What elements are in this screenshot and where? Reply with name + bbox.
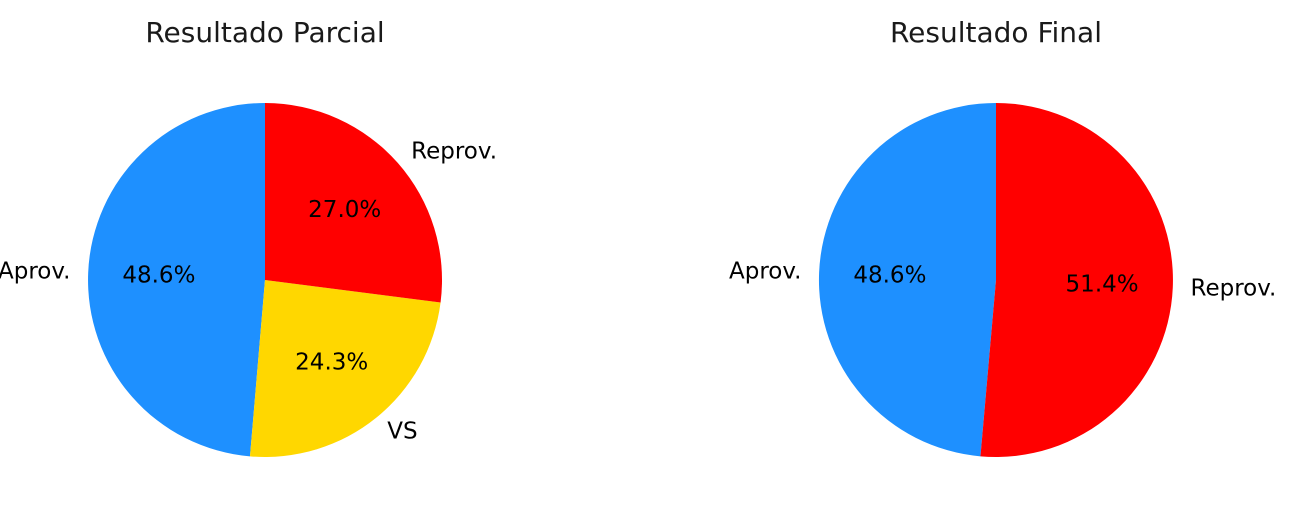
pct-label-vs: 24.3% <box>295 350 368 376</box>
pie-slice-aprov <box>818 102 996 457</box>
pie-0-slices: Aprov. 48.6% VS 24.3% Reprov. 27.0% <box>0 103 497 457</box>
slice-label-aprov: Aprov. <box>729 258 802 284</box>
pie-slice-vs <box>249 280 441 457</box>
pie-slice-reprov <box>265 103 443 303</box>
pie-slice-aprov <box>88 103 266 457</box>
pie-chart-parcial: Resultado Parcial Aprov. 48.6% VS 24.3% Repr… <box>0 16 497 457</box>
pct-label-reprov: 51.4% <box>1066 272 1139 298</box>
slice-label-reprov: Reprov. <box>411 138 497 164</box>
pie-slice-reprov <box>980 103 1173 457</box>
pie-chart-final: Resultado Final Aprov. 48.6% Reprov. 51.4% <box>729 16 1276 457</box>
pie-1-slices: Aprov. 48.6% Reprov. 51.4% <box>729 102 1277 457</box>
slice-label-vs: VS <box>387 418 417 444</box>
chart-title-parcial: Resultado Parcial <box>145 16 384 49</box>
pct-label-aprov: 48.6% <box>122 262 195 288</box>
pct-label-reprov: 27.0% <box>308 197 381 223</box>
slice-label-reprov: Reprov. <box>1191 276 1277 302</box>
pct-label-aprov: 48.6% <box>853 262 926 288</box>
chart-title-final: Resultado Final <box>890 16 1102 49</box>
slice-label-aprov: Aprov. <box>0 259 70 285</box>
